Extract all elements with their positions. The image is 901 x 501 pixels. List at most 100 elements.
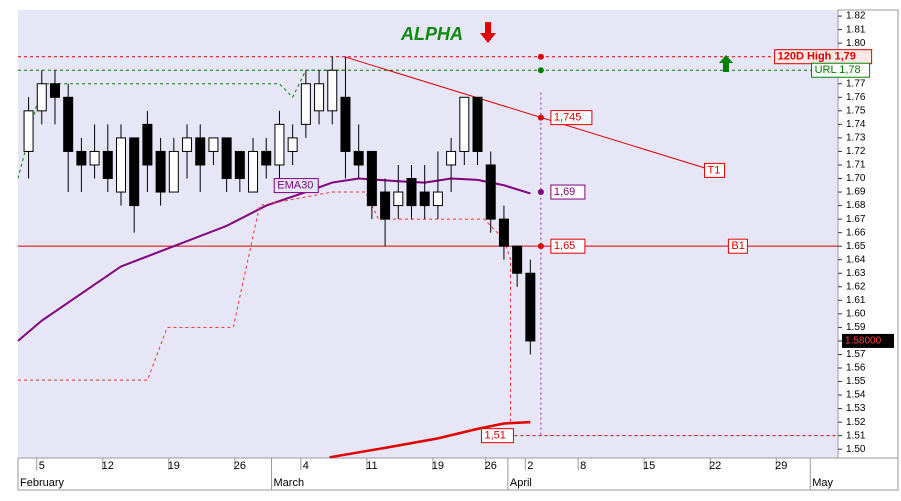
y-tick-label: 1.65 (846, 241, 866, 252)
y-tick-label: 1.69 (846, 187, 866, 198)
y-tick-label: 1.50 (846, 444, 866, 455)
candle-body (512, 245, 523, 274)
month-label: April (510, 477, 532, 489)
y-tick-label: 1.82 (846, 11, 866, 22)
y-tick-label: 1.72 (846, 146, 866, 157)
x-tick-label: 11 (366, 460, 377, 472)
candle-body (287, 137, 298, 152)
marker-label: 1,69 (554, 186, 575, 198)
y-tick-label: 1.76 (846, 92, 866, 103)
y-tick-label: 1.77 (846, 78, 866, 89)
chart-title: ALPHA (400, 24, 463, 44)
candle-body (314, 83, 325, 112)
marker-dot (537, 67, 544, 74)
y-tick-label: 1.56 (846, 363, 866, 374)
candle-body (142, 123, 153, 166)
level-label: 120D High 1,79 (778, 51, 856, 63)
candle-body (261, 150, 272, 166)
y-tick-label: 1.51 (846, 430, 866, 441)
y-tick-label: 1.67 (846, 214, 866, 225)
y-tick-label: 1.70 (846, 173, 866, 184)
x-tick-label: 2 (527, 460, 533, 472)
candle-body (248, 150, 259, 193)
y-tick-label: 1.74 (846, 119, 866, 130)
trendline-label-box (704, 162, 726, 178)
month-label: March (274, 477, 305, 489)
x-tick-label: 19 (168, 460, 180, 472)
candle-body (168, 150, 179, 193)
candle-body (36, 83, 47, 112)
candle-body (182, 137, 193, 152)
level-label-box (811, 62, 871, 78)
candle-body (129, 137, 140, 207)
plot-area (18, 10, 838, 458)
y-tick-label: 1.81 (846, 24, 866, 35)
level-label: URL 1,78 (815, 64, 861, 76)
marker-dot (537, 53, 544, 60)
y-axis-area (837, 9, 899, 459)
candle-body (380, 191, 391, 220)
y-tick-label: 1.57 (846, 349, 866, 360)
overlay-line (18, 191, 512, 423)
candle-body (195, 137, 206, 166)
candle-body (472, 96, 483, 152)
x-tick-label: 22 (709, 460, 721, 472)
candle-body (49, 83, 60, 98)
y-tick-label: 1.54 (846, 390, 866, 401)
marker-label-box (550, 238, 586, 254)
marker-label-box (550, 110, 593, 126)
candle-body (459, 96, 470, 152)
candle-body (274, 123, 285, 166)
y-tick-label: 1.75 (846, 105, 866, 116)
candle-body (23, 110, 34, 152)
marker-label: 1,745 (554, 112, 582, 124)
x-tick-label: 5 (39, 460, 45, 472)
marker-dot (537, 189, 544, 196)
x-tick-label: 19 (432, 460, 444, 472)
y-tick-label: 1.52 (846, 417, 866, 428)
candle-body (406, 178, 417, 207)
y-tick-label: 1.62 (846, 281, 866, 292)
y-tick-label: 1.64 (846, 254, 866, 265)
candle-body (155, 150, 166, 193)
overlay-line (17, 177, 531, 342)
line-label-box (273, 178, 319, 194)
y-tick-label: 1.73 (846, 133, 866, 144)
x-tick-label: 26 (234, 460, 246, 472)
y-tick-label: 1.66 (846, 227, 866, 238)
y-tick-label: 1.80 (846, 38, 866, 49)
candle-body (221, 137, 232, 180)
y-tick-label: 1.59 (846, 322, 866, 333)
candle-body (498, 218, 509, 247)
overlay-line (329, 420, 531, 459)
y-tick-label: 1.71 (846, 160, 866, 171)
candle-body (525, 272, 536, 342)
overlay-line (17, 69, 346, 179)
candle-body (234, 150, 245, 180)
candle-body (89, 150, 100, 166)
y-tick-label: 1.68 (846, 200, 866, 211)
buy-arrow (719, 55, 733, 72)
y-tick-label: 1.55 (846, 376, 866, 387)
candle-body (300, 83, 311, 125)
sell-arrow (480, 22, 496, 43)
marker-dot (537, 243, 544, 250)
month-label: May (812, 477, 833, 489)
line-label: EMA30 (277, 179, 313, 191)
x-tick-label: 26 (485, 460, 497, 472)
candle-body (366, 150, 377, 207)
y-tick-label: 1.61 (846, 295, 866, 306)
candle-body (432, 191, 443, 207)
marker-label: 1,65 (554, 240, 575, 252)
candle-body (115, 137, 126, 193)
x-tick-label: 12 (102, 460, 114, 472)
y-tick-label: 1.60 (846, 308, 866, 319)
y-tick-label: 1.63 (846, 268, 866, 279)
x-tick-label: 4 (303, 460, 309, 472)
candle-body (327, 69, 338, 112)
level-label: B1 (731, 240, 744, 252)
x-tick-label: 15 (643, 460, 655, 472)
trendline-label: T1 (708, 164, 721, 176)
month-label: February (20, 477, 65, 489)
